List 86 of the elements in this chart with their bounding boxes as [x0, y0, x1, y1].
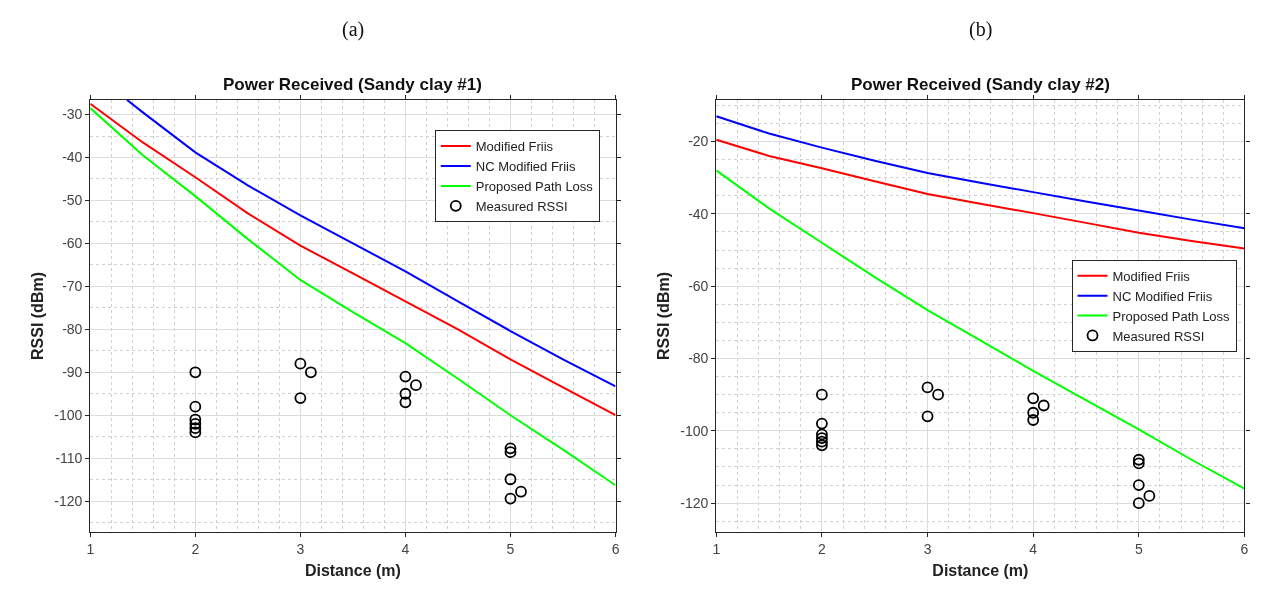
legend-label: Proposed Path Loss	[475, 178, 594, 194]
point	[1027, 406, 1040, 419]
x-axis-title: Distance (m)	[932, 561, 1029, 579]
legend-label: Modified Friis	[1112, 268, 1191, 284]
point	[1027, 414, 1040, 426]
point	[189, 422, 202, 435]
x-tick-label: 1	[712, 540, 721, 557]
x-tick-label: 5	[506, 540, 515, 557]
point	[294, 357, 307, 370]
x-tick-label: 5	[1134, 540, 1143, 557]
point	[816, 417, 828, 430]
y-axis-title: RSSI (dBm)	[655, 272, 673, 360]
point	[816, 388, 828, 401]
legend-label: Modified Friis	[475, 139, 554, 155]
point	[1132, 453, 1145, 466]
x-tick-label: 2	[818, 540, 826, 557]
line-series	[126, 99, 616, 388]
point	[504, 492, 517, 505]
y-tick-label: -110	[55, 450, 83, 467]
text: (b)	[969, 18, 993, 41]
point	[504, 442, 517, 455]
line-series	[90, 107, 616, 487]
x-tick-label: 2	[191, 540, 200, 557]
point	[399, 396, 412, 409]
y-tick-label: -60	[688, 278, 709, 295]
point	[189, 366, 202, 379]
line-series	[716, 115, 1245, 230]
point	[921, 381, 934, 394]
point	[1037, 399, 1050, 412]
point	[294, 392, 307, 404]
x-tick-label: 6	[611, 540, 620, 557]
point	[410, 379, 422, 392]
x-tick-label: 6	[1240, 540, 1249, 557]
point	[1132, 457, 1145, 470]
point	[515, 485, 527, 498]
chart-title: Power Received (Sandy clay #1)	[223, 75, 482, 94]
point	[399, 370, 412, 383]
y-tick-label: -100	[54, 407, 83, 424]
text: (a)	[342, 18, 365, 41]
legend-label: Measured RSSI	[475, 198, 568, 214]
y-tick-label: -70	[62, 278, 83, 295]
line-series	[90, 102, 616, 417]
point	[305, 366, 317, 379]
point	[816, 439, 828, 452]
point	[189, 413, 202, 426]
legend-label: NC Modified Friis	[475, 159, 576, 175]
y-tick-label: -80	[62, 321, 83, 338]
y-tick-label: -40	[688, 205, 709, 222]
chart-title: Power Received (Sandy clay #2)	[851, 75, 1110, 94]
y-tick-label: -80	[688, 350, 709, 367]
point	[504, 446, 517, 459]
x-tick-label: 3	[923, 540, 932, 557]
line-series	[716, 169, 1245, 490]
y-tick-label: -20	[688, 133, 709, 150]
y-tick-label: -120	[54, 493, 83, 510]
point	[1143, 490, 1156, 502]
legend-label: NC Modified Friis	[1112, 288, 1213, 304]
point	[189, 426, 202, 439]
x-tick-label: 1	[86, 540, 95, 557]
y-tick-label: -30	[62, 106, 83, 123]
point	[816, 432, 828, 444]
y-tick-label: -40	[62, 149, 83, 166]
y-axis-title: RSSI (dBm)	[29, 272, 47, 360]
y-tick-label: -50	[62, 192, 83, 209]
point	[816, 435, 828, 448]
y-tick-label: -90	[62, 364, 83, 381]
x-tick-label: 4	[401, 540, 410, 557]
point	[932, 388, 944, 401]
y-tick-label: -60	[62, 235, 83, 252]
point	[504, 473, 517, 486]
point	[1132, 497, 1145, 510]
legend-label: Measured RSSI	[1112, 328, 1205, 344]
x-tick-label: 4	[1029, 540, 1038, 557]
point	[1132, 479, 1145, 491]
x-tick-label: 3	[296, 540, 305, 557]
line-series	[716, 138, 1245, 250]
point	[1027, 392, 1040, 405]
point	[399, 387, 412, 400]
legend-label: Proposed Path Loss	[1112, 308, 1231, 324]
x-axis-title: Distance (m)	[304, 561, 401, 579]
point	[816, 428, 828, 441]
point	[921, 410, 934, 423]
point	[189, 400, 202, 413]
y-tick-label: -100	[680, 422, 709, 439]
y-tick-label: -120	[680, 495, 709, 512]
point	[189, 417, 202, 430]
